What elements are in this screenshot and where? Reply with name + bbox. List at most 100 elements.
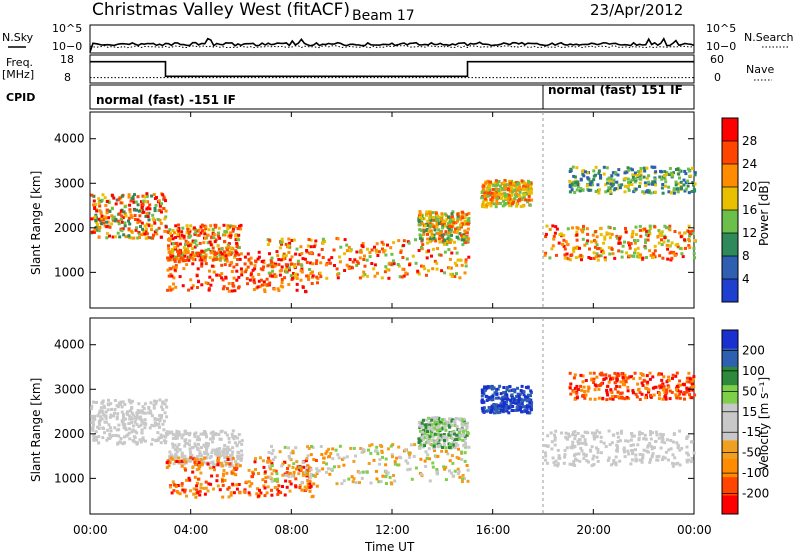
- echo-cell: [614, 461, 618, 465]
- echo-cell: [156, 431, 160, 435]
- echo-cell: [442, 437, 446, 440]
- echo-cell: [136, 203, 140, 207]
- echo-cell: [667, 448, 671, 452]
- echo-cell: [614, 455, 618, 459]
- echo-cell: [511, 202, 514, 206]
- echo-cell: [397, 264, 401, 268]
- echo-cell: [626, 389, 630, 393]
- echo-cell: [578, 189, 582, 193]
- echo-cell: [436, 214, 440, 218]
- echo-cell: [193, 254, 197, 258]
- echo-cell: [163, 229, 167, 233]
- power-colorbar-swatch: [722, 279, 738, 303]
- echo-cell: [573, 437, 577, 441]
- echo-cell: [426, 237, 430, 241]
- echo-cell: [546, 434, 550, 438]
- echo-cell: [236, 454, 240, 458]
- echo-cell: [685, 458, 689, 462]
- echo-cell: [584, 443, 588, 446]
- echo-cell: [129, 401, 133, 405]
- echo-cell: [464, 437, 467, 441]
- echo-cell: [315, 467, 319, 471]
- echo-cell: [254, 468, 257, 471]
- echo-cell: [439, 253, 443, 257]
- echo-cell: [689, 386, 693, 389]
- echo-cell: [256, 487, 260, 491]
- echo-cell: [582, 224, 585, 228]
- echo-cell: [461, 477, 464, 481]
- echo-cell: [175, 447, 179, 451]
- echo-cell: [527, 397, 531, 401]
- echo-cell: [333, 264, 336, 267]
- echo-cell: [647, 174, 651, 178]
- echo-cell: [370, 443, 374, 447]
- echo-cell: [107, 423, 111, 427]
- echo-cell: [108, 437, 112, 440]
- echo-cell: [502, 407, 506, 411]
- echo-cell: [282, 252, 286, 256]
- echo-cell: [249, 273, 253, 277]
- echo-cell: [420, 421, 424, 425]
- echo-cell: [500, 401, 504, 405]
- echo-cell: [93, 228, 97, 232]
- echo-cell: [515, 186, 519, 189]
- echo-cell: [669, 171, 673, 175]
- power-colorbar-tick-label: 12: [742, 226, 757, 240]
- echo-cell: [458, 437, 462, 441]
- echo-cell: [188, 433, 191, 437]
- echo-cell: [432, 236, 436, 240]
- echo-cell: [152, 233, 155, 237]
- echo-cell: [263, 472, 267, 475]
- echo-cell: [386, 243, 389, 247]
- echo-cell: [165, 461, 169, 465]
- echo-cell: [423, 267, 427, 271]
- echo-cell: [457, 237, 461, 241]
- echo-cell: [615, 235, 619, 238]
- echo-cell: [631, 389, 635, 393]
- echo-cell: [619, 431, 623, 435]
- echo-cell: [147, 405, 151, 409]
- echo-cell: [347, 267, 351, 270]
- echo-cell: [568, 190, 572, 194]
- echo-cell: [262, 280, 266, 284]
- echo-cell: [190, 286, 194, 290]
- echo-cell: [643, 433, 647, 437]
- echo-cell: [399, 250, 403, 254]
- echo-cell: [257, 250, 261, 254]
- echo-cell: [480, 191, 484, 194]
- echo-cell: [308, 485, 312, 489]
- echo-cell: [677, 172, 681, 176]
- echo-cell: [449, 443, 452, 446]
- echo-cell: [443, 419, 447, 423]
- echo-cell: [507, 187, 510, 191]
- echo-cell: [465, 425, 469, 429]
- echo-cell: [571, 440, 575, 444]
- echo-cell: [201, 255, 205, 259]
- echo-cell: [204, 486, 208, 490]
- echo-cell: [528, 411, 532, 415]
- echo-cell: [504, 202, 508, 205]
- echo-cell: [668, 224, 672, 228]
- echo-cell: [275, 477, 279, 481]
- echo-cell: [424, 427, 428, 431]
- echo-cell: [411, 254, 415, 258]
- echo-cell: [135, 411, 139, 415]
- echo-cell: [578, 246, 581, 250]
- echo-cell: [178, 433, 182, 437]
- y-tick-label: 2000: [54, 221, 85, 235]
- echo-cell: [575, 246, 579, 250]
- echo-cell: [460, 422, 464, 426]
- echo-cell: [166, 459, 170, 463]
- echo-cell: [594, 255, 598, 259]
- echo-cell: [279, 258, 283, 262]
- echo-cell: [434, 422, 438, 426]
- power-colorbar-tick-label: 16: [742, 203, 757, 217]
- echo-cell: [598, 431, 602, 435]
- echo-cell: [236, 450, 240, 454]
- echo-cell: [460, 457, 464, 461]
- echo-cell: [280, 265, 284, 269]
- echo-cell: [373, 274, 377, 278]
- echo-cell: [498, 384, 502, 388]
- echo-cell: [287, 475, 291, 479]
- echo-cell: [622, 448, 626, 452]
